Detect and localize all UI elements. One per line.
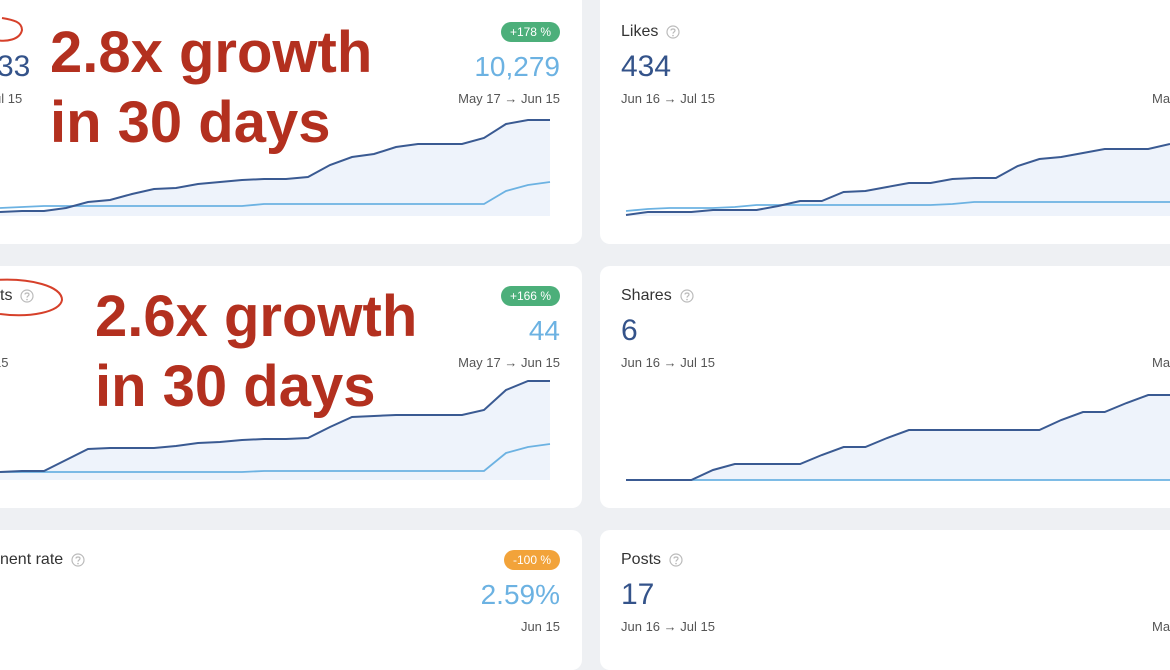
current-line xyxy=(626,394,1170,481)
current-value: 33 xyxy=(0,50,31,83)
annotation: in 30 days xyxy=(50,90,331,155)
current-line xyxy=(0,380,550,473)
previous-period: May 17 → Jun 15 xyxy=(458,355,560,370)
previous-value: 2.59% xyxy=(480,579,560,610)
card-title: ts xyxy=(0,286,35,306)
previous-period: Ma xyxy=(1152,619,1170,634)
help-icon[interactable] xyxy=(20,289,35,303)
current-value: 434 xyxy=(621,50,672,83)
title-text: Posts xyxy=(621,551,662,568)
area xyxy=(626,144,1170,216)
previous-period: Ma xyxy=(1152,91,1170,106)
annotation: in 30 days xyxy=(95,354,376,419)
current-period: 15 xyxy=(0,355,9,370)
card-title: Posts xyxy=(621,550,683,570)
current-period: Jun 16 → Jul 15 xyxy=(621,355,715,370)
previous-value: 44 xyxy=(528,315,560,346)
current-value: 6 xyxy=(621,314,638,347)
help-icon[interactable] xyxy=(666,25,680,39)
change-badge: +178 % xyxy=(500,22,560,42)
area xyxy=(0,120,550,216)
previous-period: May 17 → Jun 15 xyxy=(458,91,560,106)
title-text: ts xyxy=(0,287,13,304)
previous-line xyxy=(625,201,1170,212)
help-icon[interactable] xyxy=(669,553,683,567)
card xyxy=(600,530,1170,670)
change-badge: -100 % xyxy=(503,550,560,570)
card-title: nent rate xyxy=(0,550,85,570)
card-title: Shares xyxy=(621,286,694,306)
card-title: Likes xyxy=(621,22,680,42)
sparklines xyxy=(0,17,1170,481)
title-text: nent rate xyxy=(0,551,64,568)
title-text: Shares xyxy=(621,287,672,304)
help-icon[interactable] xyxy=(71,553,85,567)
scribble xyxy=(0,17,24,42)
annotation: 2.6x growth xyxy=(95,284,418,349)
current-line xyxy=(0,119,550,213)
previous-period: Ma xyxy=(1152,355,1170,370)
current-period: Jun 16 → Jul 15 xyxy=(621,619,715,634)
previous-period: Jun 15 xyxy=(520,619,560,634)
title-text: Likes xyxy=(621,23,659,40)
current-period: ul 15 xyxy=(0,91,23,106)
current-value: 17 xyxy=(621,578,655,611)
area xyxy=(0,381,550,480)
change-badge: +166 % xyxy=(500,286,560,306)
current-period: Jun 16 → Jul 15 xyxy=(621,91,715,106)
scribble xyxy=(0,278,64,317)
current-line xyxy=(625,143,1170,216)
card xyxy=(0,530,582,670)
annotation: 2.8x growth xyxy=(50,20,373,85)
help-icon[interactable] xyxy=(680,289,694,303)
previous-line xyxy=(0,181,551,209)
previous-value: 10,279 xyxy=(474,51,560,82)
area xyxy=(626,395,1170,480)
previous-line xyxy=(0,443,551,473)
